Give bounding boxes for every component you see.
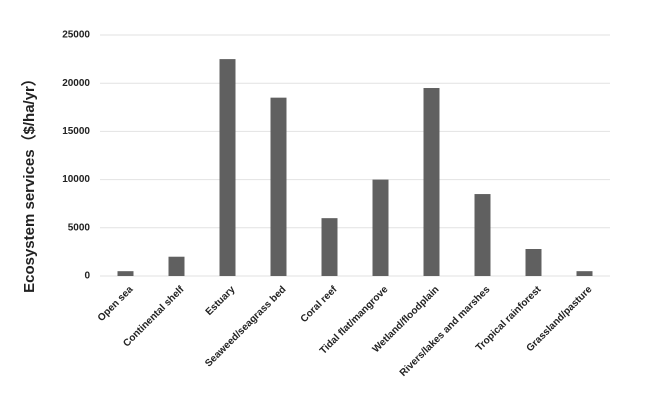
bar bbox=[321, 218, 338, 276]
y-tick-label: 0 bbox=[84, 271, 90, 282]
bar bbox=[423, 88, 440, 277]
y-tick-label: 15000 bbox=[62, 126, 90, 137]
bar bbox=[270, 97, 287, 276]
x-tick-label: Estuary bbox=[204, 284, 238, 318]
y-tick-label: 25000 bbox=[62, 30, 90, 41]
y-tick-label: 5000 bbox=[68, 222, 91, 233]
x-tick-label: Rivers/lakes and marshes bbox=[398, 284, 493, 379]
bar bbox=[525, 249, 542, 276]
bar bbox=[168, 256, 185, 276]
x-tick-label: Coral reef bbox=[299, 284, 340, 325]
y-tick-label: 20000 bbox=[62, 78, 90, 89]
y-tick-label: 10000 bbox=[62, 174, 90, 185]
bar bbox=[372, 179, 389, 276]
bar bbox=[474, 194, 491, 276]
bar bbox=[219, 59, 236, 276]
bar bbox=[576, 271, 593, 276]
bar bbox=[117, 271, 134, 276]
y-axis-title: Ecosystem services（$/ha/yr） bbox=[20, 71, 38, 293]
x-tick-label: Open sea bbox=[96, 284, 136, 324]
